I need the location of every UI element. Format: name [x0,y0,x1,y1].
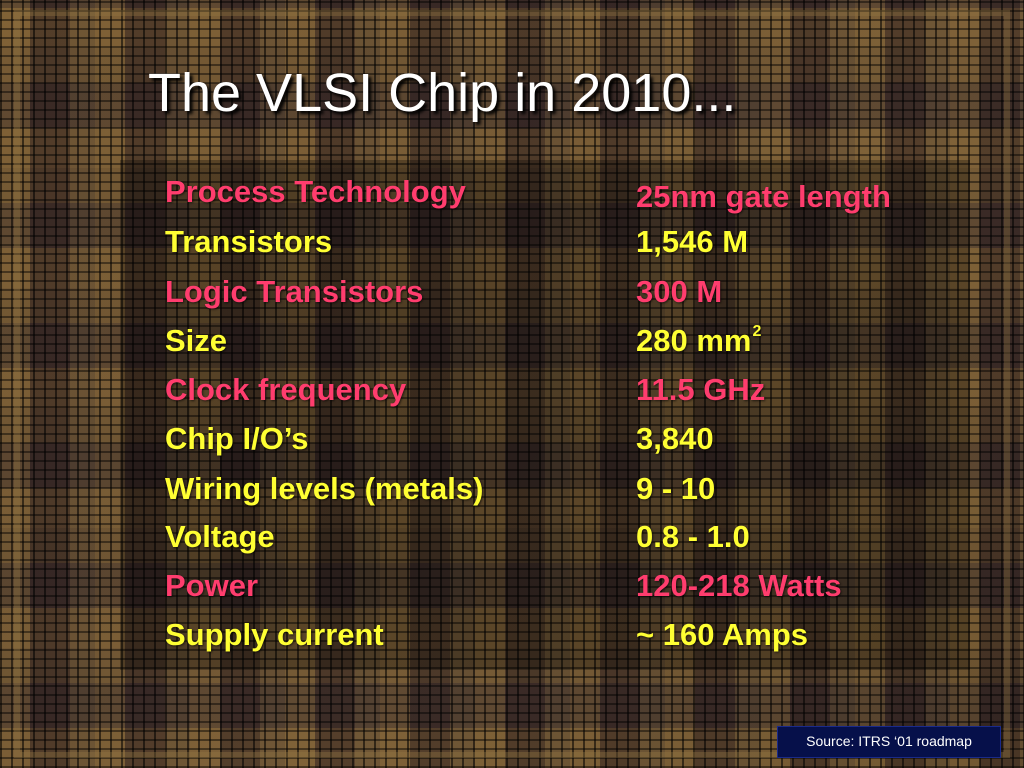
label-logic-transistors: Logic Transistors [165,274,424,309]
value-size-text: 280 mm [636,323,752,358]
value-size-superscript: 2 [752,322,762,340]
label-clock-frequency: Clock frequency [165,372,407,407]
label-supply-current: Supply current [165,617,384,652]
label-voltage: Voltage [165,519,275,554]
value-voltage: 0.8 - 1.0 [636,519,750,554]
value-clock-frequency: 11.5 GHz [636,372,766,407]
value-process-technology: 25nm gate length [636,179,891,214]
slide-title: The VLSI Chip in 2010... [148,63,737,123]
value-size: 280 mm2 [636,323,761,359]
label-process-technology: Process Technology [165,174,466,209]
label-chip-io: Chip I/O’s [165,421,309,456]
source-note: Source: ITRS ‘01 roadmap [777,726,1001,758]
value-transistors: 1,546 M [636,224,749,259]
value-wiring-levels: 9 - 10 [636,471,716,506]
label-size: Size [165,323,228,358]
value-logic-transistors: 300 M [636,274,723,309]
value-power: 120-218 Watts [636,568,842,603]
value-chip-io: 3,840 [636,421,714,456]
label-wiring-levels: Wiring levels (metals) [165,471,484,506]
label-power: Power [165,568,259,603]
value-supply-current: ~ 160 Amps [636,617,809,652]
label-transistors: Transistors [165,224,333,259]
